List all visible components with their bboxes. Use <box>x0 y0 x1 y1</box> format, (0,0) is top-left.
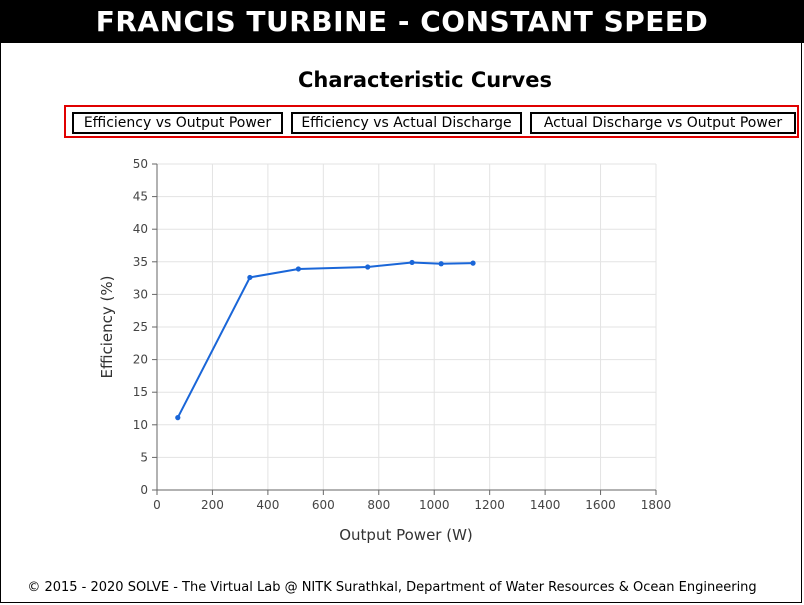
y-tick-label: 10 <box>133 418 148 432</box>
x-tick-label: 0 <box>153 498 161 512</box>
tab-actual-discharge-vs-output-power[interactable]: Actual Discharge vs Output Power <box>530 112 796 134</box>
x-tick-label: 1600 <box>585 498 616 512</box>
y-tick-label: 45 <box>133 190 148 204</box>
data-point <box>365 264 371 270</box>
x-tick-label: 1200 <box>474 498 505 512</box>
chart-series <box>175 259 476 421</box>
series-line <box>176 261 474 419</box>
x-tick-label: 200 <box>201 498 224 512</box>
x-tick-label: 1000 <box>419 498 450 512</box>
chart-axes <box>152 163 657 495</box>
y-tick-label: 35 <box>133 255 148 269</box>
y-tick-label: 20 <box>133 353 148 367</box>
footer-copyright: © 2015 - 2020 SOLVE - The Virtual Lab @ … <box>27 580 757 595</box>
x-tick-label: 800 <box>367 498 390 512</box>
chart-grid <box>157 163 657 490</box>
data-point <box>247 274 253 281</box>
y-tick-label: 15 <box>133 385 148 399</box>
chart-selector-tabs: Efficiency vs Output Power Efficiency vs… <box>64 105 799 138</box>
data-point <box>409 259 415 266</box>
tab-efficiency-vs-actual-discharge[interactable]: Efficiency vs Actual Discharge <box>291 112 522 134</box>
section-title: Characteristic Curves <box>298 68 552 92</box>
y-tick-label: 40 <box>133 222 148 236</box>
data-point <box>470 260 476 266</box>
y-tick-label: 25 <box>133 320 148 334</box>
y-tick-label: 0 <box>140 483 148 497</box>
x-tick-label: 600 <box>312 498 335 512</box>
data-point <box>175 415 181 421</box>
y-axis-label: Efficiency (%) <box>98 276 116 379</box>
data-point <box>295 266 301 272</box>
y-tick-label: 5 <box>140 450 148 464</box>
x-tick-label: 1800 <box>641 498 672 512</box>
page-title: FRANCIS TURBINE - CONSTANT SPEED <box>0 0 804 43</box>
x-tick-label: 400 <box>256 498 279 512</box>
x-axis-label: Output Power (W) <box>339 526 473 544</box>
tab-efficiency-vs-output-power[interactable]: Efficiency vs Output Power <box>72 112 283 134</box>
x-tick-label: 1400 <box>530 498 561 512</box>
y-tick-label: 30 <box>133 287 148 301</box>
efficiency-chart: 0 5 10 15 20 25 30 35 40 45 50 0 200 400 600 800 1000 120… <box>98 157 672 544</box>
chart-tick-labels: 0 5 10 15 20 25 30 35 40 45 50 0 200 400 600 800 1000 120… <box>133 157 672 512</box>
y-tick-label: 50 <box>133 157 148 171</box>
data-point <box>438 261 444 267</box>
